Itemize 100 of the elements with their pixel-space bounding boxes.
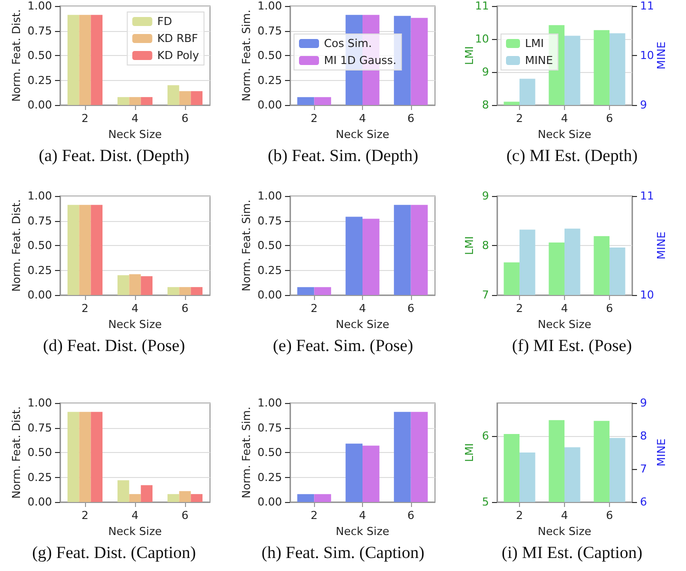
bar — [140, 276, 152, 295]
bar — [90, 412, 102, 502]
bar — [118, 480, 130, 502]
bar — [362, 218, 380, 295]
bar — [346, 216, 362, 295]
y2-axis-title: MINE — [655, 438, 668, 466]
y2-axis-title: MINE — [655, 42, 668, 70]
bar — [79, 14, 91, 105]
bar — [190, 91, 202, 105]
x-tick-label: 4 — [132, 112, 138, 125]
bar — [79, 412, 91, 502]
x-tick-label: 4 — [359, 509, 366, 522]
x-tick-label: 6 — [606, 112, 613, 125]
bar — [394, 204, 411, 295]
x-tick-label: 2 — [516, 112, 523, 125]
bar — [297, 97, 314, 105]
y-tick-label: 1.00 — [258, 396, 282, 410]
x-axis-title: Neck Size — [108, 318, 162, 331]
y-tick-label: 0.75 — [258, 421, 282, 434]
y-tick-label: 0.00 — [258, 98, 282, 112]
y-axis-title: Norm. Feat. Dist. — [10, 199, 23, 292]
y-tick-label: 6 — [482, 430, 489, 442]
bar — [168, 494, 180, 502]
bar — [118, 97, 130, 105]
y-tick-label: 0.50 — [258, 239, 282, 252]
y-tick-label: 9 — [482, 190, 489, 202]
y2-tick-label: 7 — [640, 462, 647, 476]
text: (h) Feat. Sim. (Caption) — [262, 543, 424, 562]
y2-tick-label: 10 — [640, 288, 654, 302]
x-tick-label: 4 — [561, 302, 568, 315]
bar — [90, 204, 102, 295]
bar — [362, 446, 380, 502]
y-tick-label: 0.75 — [258, 214, 282, 228]
legend-label: FD — [157, 15, 172, 28]
legend-label: LMI — [525, 37, 544, 50]
y-axis-title: Norm. Feat. Dist. — [10, 406, 23, 499]
y-axis-title: Norm. Feat. Sim. — [240, 406, 253, 498]
y-tick-label: 11 — [475, 0, 489, 12]
bar — [314, 287, 332, 295]
y-tick-label: 0.25 — [28, 470, 52, 484]
x-tick-label: 4 — [359, 302, 366, 315]
bar — [129, 97, 141, 105]
x-axis-title: Neck Size — [108, 128, 162, 141]
bar — [297, 494, 314, 502]
x-tick-label: 4 — [359, 112, 366, 125]
bar — [168, 85, 180, 105]
y-tick-label: 1.00 — [28, 190, 52, 202]
bar — [129, 494, 141, 502]
x-axis-title: Neck Size — [538, 524, 592, 538]
y-tick-label: 0.25 — [258, 470, 282, 484]
y-tick-label: 0.50 — [28, 239, 52, 252]
y-tick-label: 0.00 — [28, 98, 52, 112]
y2-tick-label: 11 — [640, 190, 654, 202]
bar — [79, 204, 91, 295]
text: (i) MI Est. (Caption) — [502, 543, 642, 562]
x-tick-label: 6 — [182, 509, 188, 522]
bar — [179, 91, 191, 105]
y-tick-label: 0.00 — [258, 496, 282, 508]
y-tick-label: 0.00 — [28, 288, 52, 302]
x-tick-label: 6 — [182, 112, 188, 125]
x-axis-title: Neck Size — [336, 524, 390, 538]
y-tick-label: 1.00 — [258, 0, 282, 12]
legend-label: MINE — [525, 54, 553, 67]
y2-tick-label: 10 — [640, 49, 654, 62]
y-tick-label: 0.50 — [258, 446, 282, 459]
bar — [140, 97, 152, 105]
x-tick-label: 4 — [561, 112, 568, 125]
y-tick-label: 1.00 — [28, 396, 52, 410]
x-tick-label: 4 — [132, 509, 138, 522]
bar — [314, 494, 332, 502]
bar — [190, 287, 202, 295]
y-axis-title: LMI — [463, 46, 476, 65]
y-axis-title: LMI — [463, 443, 476, 462]
bar — [297, 287, 314, 295]
y-tick-label: 0.25 — [28, 74, 52, 87]
y-tick-label: 0.25 — [258, 74, 282, 87]
y2-tick-label: 9 — [640, 98, 647, 112]
y-tick-label: 0.25 — [258, 264, 282, 277]
text: (d) Feat. Dist. (Pose) — [42, 336, 186, 355]
text: (c) MI Est. (Depth) — [506, 146, 638, 165]
y-tick-label: 0.00 — [28, 496, 52, 508]
y-tick-label: 0.75 — [28, 24, 52, 38]
y-tick-label: 9 — [482, 66, 489, 78]
y2-tick-label: 6 — [640, 496, 647, 508]
y-tick-label: 5 — [482, 496, 489, 508]
x-axis-title: Neck Size — [538, 318, 592, 331]
x-axis-title: Neck Size — [538, 128, 592, 141]
text: (a) Feat. Dist. (Depth) — [38, 146, 190, 165]
legend-label: Cos Sim. — [324, 37, 372, 50]
bar — [410, 18, 428, 105]
x-tick-label: 2 — [82, 509, 88, 522]
y-tick-label: 1.00 — [28, 0, 52, 12]
y-tick-label: 0.50 — [258, 49, 282, 62]
bar — [394, 412, 411, 502]
y-tick-label: 7 — [482, 288, 489, 302]
bar — [179, 491, 191, 502]
bar — [118, 275, 130, 295]
x-tick-label: 2 — [310, 302, 318, 315]
legend-label: MI 1D Gauss. — [324, 54, 396, 67]
x-tick-label: 4 — [561, 509, 568, 522]
